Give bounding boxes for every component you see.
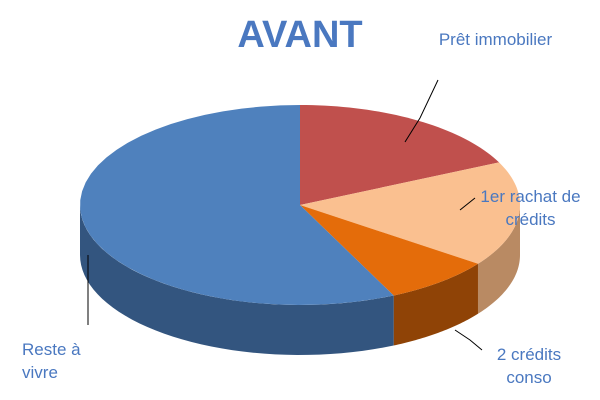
slice	[300, 162, 520, 264]
leader-lines	[87, 79, 483, 351]
slice-side	[477, 205, 520, 314]
leader-line	[454, 329, 483, 351]
pie	[80, 105, 520, 355]
leader-line	[459, 197, 476, 211]
chart-title: AVANT	[237, 14, 363, 56]
slice-label: 2 crédits conso	[496, 345, 562, 387]
slice-label: Reste à vivre	[22, 340, 81, 382]
leader-line	[404, 79, 439, 143]
slice-label: Prêt immobilier	[438, 30, 553, 49]
slice	[80, 105, 394, 305]
slice-side	[393, 263, 478, 346]
slice	[300, 205, 478, 296]
slice-side	[80, 205, 394, 355]
slice-label: 1er rachat de crédits	[480, 187, 581, 229]
slice	[300, 105, 500, 205]
